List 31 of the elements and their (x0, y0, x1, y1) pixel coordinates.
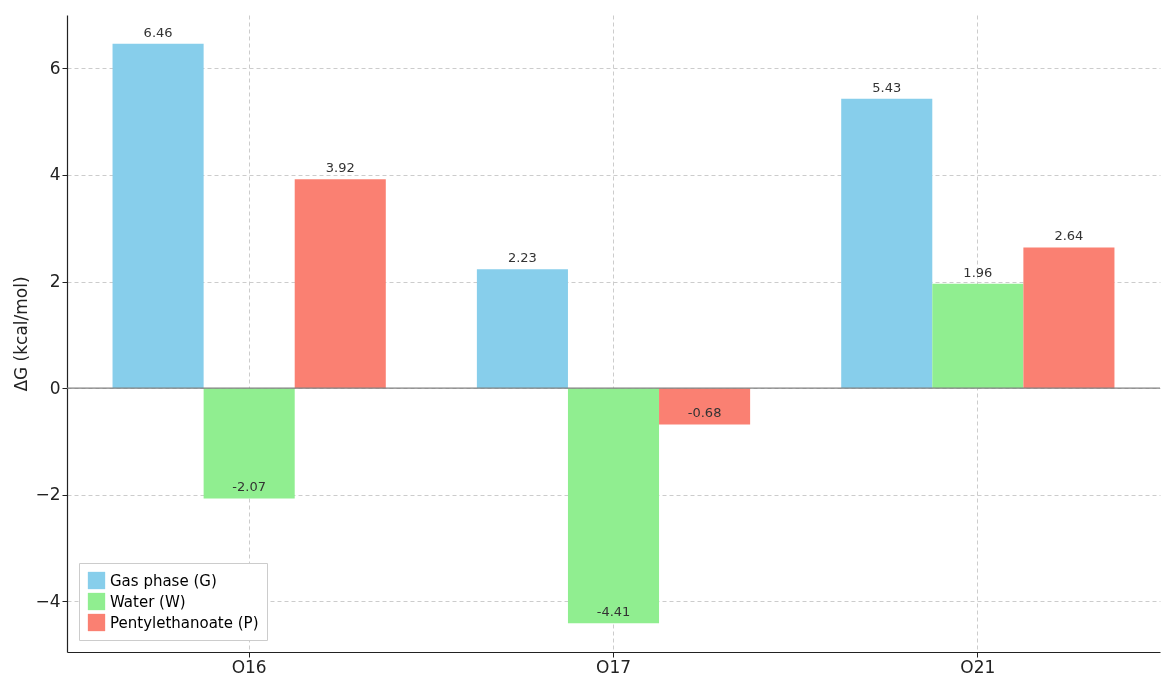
y-tick-label: 0 (49, 377, 61, 398)
bar (659, 388, 751, 425)
bar (294, 179, 386, 389)
bar (841, 98, 933, 389)
x-tick-label: O21 (960, 656, 996, 677)
y-tick-label: 2 (49, 271, 61, 292)
bar (932, 283, 1024, 389)
data-label: 3.92 (325, 160, 355, 176)
bar (112, 43, 204, 389)
bar (476, 269, 568, 389)
legend-label: Water (W) (110, 592, 186, 611)
x-tick-label: O17 (595, 656, 632, 677)
data-label: 5.43 (872, 79, 902, 95)
x-tick-label: O16 (231, 656, 267, 677)
data-label: -2.07 (232, 479, 266, 495)
data-label: 6.46 (143, 24, 173, 40)
y-tick-label: −4 (35, 590, 61, 611)
bar (567, 388, 660, 624)
data-label: 2.23 (507, 250, 537, 266)
bar (203, 388, 295, 499)
y-tick-label: 4 (49, 164, 61, 185)
data-label: 2.64 (1054, 228, 1084, 244)
data-label: -4.41 (596, 604, 631, 620)
data-label: 1.96 (963, 264, 993, 280)
y-tick-label: −2 (35, 484, 61, 505)
legend-label: Pentylethanoate (P) (110, 613, 259, 632)
y-axis-title: ΔG (kcal/mol) (11, 276, 32, 392)
data-label: -0.68 (687, 405, 722, 421)
y-tick-label: 6 (49, 57, 61, 78)
bar (1023, 247, 1115, 389)
legend-label: Gas phase (G) (110, 571, 217, 590)
